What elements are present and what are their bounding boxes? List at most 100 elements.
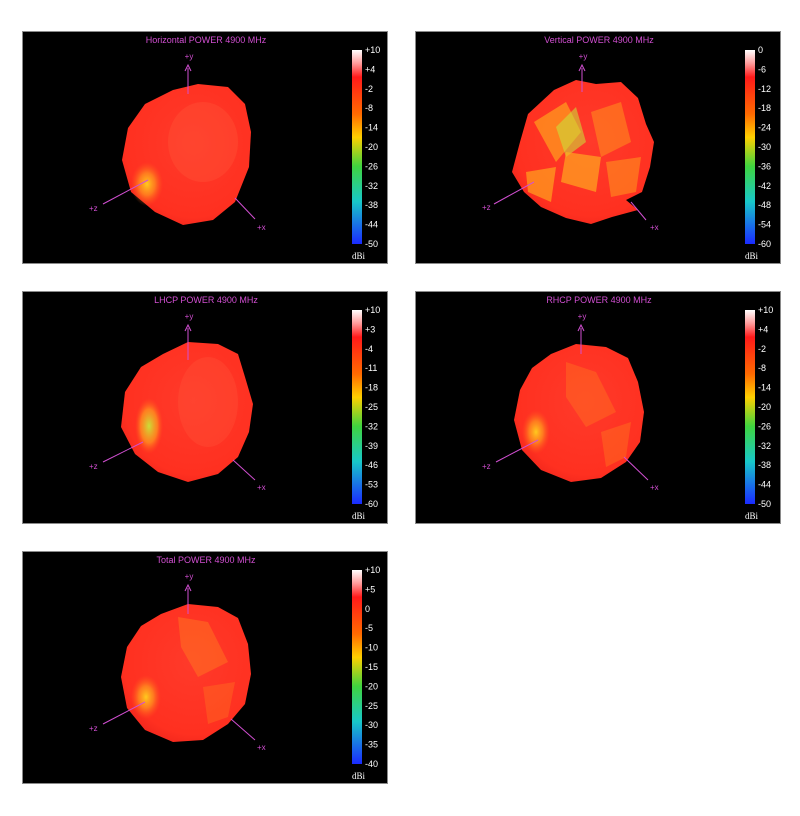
- pattern-hotspot: [131, 675, 161, 719]
- pattern-facet: [526, 167, 556, 202]
- scale-tick: -2: [365, 84, 373, 94]
- color-scale-bar: [745, 50, 755, 244]
- scale-tick: -8: [365, 103, 373, 113]
- scale-tick: -26: [758, 421, 771, 431]
- scale-unit: dBi: [352, 771, 366, 781]
- scale-tick: 0: [365, 604, 370, 614]
- scale-tick: -44: [758, 480, 771, 490]
- scale-tick: -5: [365, 623, 373, 633]
- chart-panel-vertical: Vertical POWER 4900 MHz +y +z +x 0 -6 -1…: [415, 31, 781, 264]
- y-axis-label: +y: [185, 572, 194, 581]
- scale-tick: -32: [365, 181, 378, 191]
- radiation-pattern-surface: [514, 344, 644, 482]
- scale-tick: -18: [758, 103, 771, 113]
- scale-tick: -39: [365, 441, 378, 451]
- color-scale-ticks: +10 +3 -4 -11 -18 -25 -32 -39 -46 -53 -6…: [365, 305, 380, 509]
- scale-tick: +4: [365, 64, 375, 74]
- z-axis-label: +z: [89, 204, 98, 213]
- x-axis-line: [623, 456, 649, 481]
- pattern-facet: [606, 157, 641, 197]
- scale-tick: -30: [758, 142, 771, 152]
- pattern-facet: [203, 682, 235, 724]
- color-scale-ticks: 0 -6 -12 -18 -24 -30 -36 -42 -48 -54 -60: [758, 45, 771, 249]
- pattern-facet: [601, 422, 631, 467]
- scale-tick: +3: [365, 324, 375, 334]
- scale-tick: -18: [365, 383, 378, 393]
- chart-panel-horizontal: Horizontal POWER 4900 MHz +y +z +x +10 +…: [22, 31, 388, 264]
- color-scale-bar: [352, 50, 362, 244]
- y-axis-label: +y: [578, 312, 587, 321]
- scale-tick: 0: [758, 45, 763, 55]
- scale-tick: -20: [758, 402, 771, 412]
- x-axis-line: [630, 201, 647, 221]
- scale-tick: -4: [365, 344, 373, 354]
- scale-tick: +5: [365, 584, 375, 594]
- color-scale-ticks: +10 +5 0 -5 -10 -15 -20 -25 -30 -35 -40: [365, 565, 380, 769]
- x-axis-label: +x: [257, 743, 266, 752]
- scale-tick: -26: [365, 161, 378, 171]
- chart-title: Total POWER 4900 MHz: [156, 555, 256, 565]
- scale-tick: -15: [365, 662, 378, 672]
- color-scale-bar: [745, 310, 755, 504]
- y-axis-arrow: [184, 63, 192, 72]
- pattern-hotspot: [131, 162, 163, 206]
- scale-tick: -54: [758, 220, 771, 230]
- pattern-shade: [178, 357, 238, 447]
- scale-tick: -32: [365, 421, 378, 431]
- scale-tick: -32: [758, 441, 771, 451]
- y-axis-arrow: [184, 583, 192, 592]
- z-axis-label: +z: [89, 462, 98, 471]
- pattern-shade: [168, 102, 238, 182]
- y-axis-label: +y: [185, 52, 194, 61]
- scale-unit: dBi: [745, 251, 759, 261]
- scale-tick: -60: [365, 499, 378, 509]
- scale-tick: -11: [365, 363, 377, 373]
- chart-panel-total: Total POWER 4900 MHz +y +z +x +10 +5 0 -…: [22, 551, 388, 784]
- scale-tick: -60: [758, 239, 771, 249]
- z-axis-label: +z: [482, 462, 491, 471]
- scale-unit: dBi: [745, 511, 759, 521]
- scale-unit: dBi: [352, 251, 366, 261]
- scale-tick: -35: [365, 740, 378, 750]
- scale-tick: -10: [365, 643, 378, 653]
- chart-title: RHCP POWER 4900 MHz: [546, 295, 652, 305]
- scale-tick: -46: [365, 460, 378, 470]
- x-axis-label: +x: [650, 223, 659, 232]
- scale-tick: -8: [758, 363, 766, 373]
- chart-svg-vertical: Vertical POWER 4900 MHz +y +z +x 0 -6 -1…: [482, 35, 771, 261]
- scale-tick: -12: [758, 84, 771, 94]
- chart-panel-rhcp: RHCP POWER 4900 MHz +y +z +x +10 +4 -2 -…: [415, 291, 781, 524]
- pattern-facet: [561, 152, 601, 192]
- scale-tick: -14: [758, 383, 771, 393]
- color-scale-ticks: +10 +4 -2 -8 -14 -20 -26 -32 -38 -44 -50: [758, 305, 773, 509]
- z-axis-line: [102, 701, 146, 725]
- z-axis-line: [102, 179, 149, 205]
- radiation-pattern-surface: [512, 80, 654, 224]
- scale-tick: -14: [365, 123, 378, 133]
- scale-tick: -25: [365, 701, 378, 711]
- z-axis-line: [493, 181, 535, 205]
- scale-tick: -50: [758, 499, 771, 509]
- z-axis-line: [102, 441, 144, 463]
- color-scale-ticks: +10 +4 -2 -8 -14 -20 -26 -32 -38 -44 -50: [365, 45, 380, 249]
- chart-title: Vertical POWER 4900 MHz: [544, 35, 654, 45]
- color-scale-bar: [352, 310, 362, 504]
- x-axis-line: [234, 197, 256, 220]
- x-axis-label: +x: [257, 223, 266, 232]
- y-axis-arrow: [578, 63, 586, 72]
- chart-svg-total: Total POWER 4900 MHz +y +z +x +10 +5 0 -…: [89, 555, 380, 781]
- x-axis-label: +x: [650, 483, 659, 492]
- pattern-hotspot: [522, 410, 550, 454]
- y-axis-arrow: [577, 323, 585, 332]
- chart-panel-lhcp: LHCP POWER 4900 MHz +y +z +x +10 +3 -4 -…: [22, 291, 388, 524]
- chart-svg-rhcp: RHCP POWER 4900 MHz +y +z +x +10 +4 -2 -…: [482, 295, 773, 521]
- scale-tick: +4: [758, 324, 768, 334]
- scale-tick: +10: [365, 565, 380, 575]
- scale-unit: dBi: [352, 511, 366, 521]
- chart-title: LHCP POWER 4900 MHz: [154, 295, 258, 305]
- scale-tick: -2: [758, 344, 766, 354]
- y-axis-label: +y: [185, 312, 194, 321]
- scale-tick: -38: [365, 200, 378, 210]
- scale-tick: +10: [365, 305, 380, 315]
- pattern-facet: [566, 362, 616, 427]
